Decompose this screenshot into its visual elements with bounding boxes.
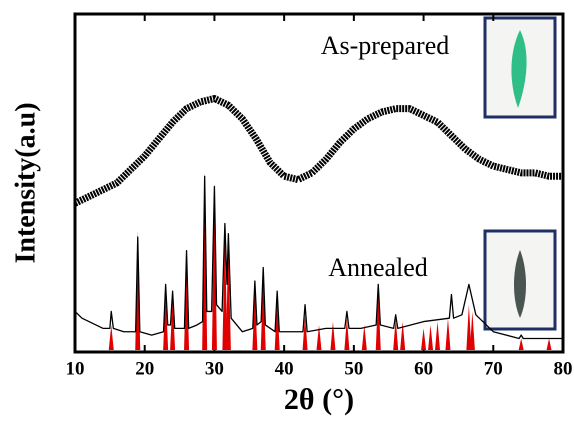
reference-peak: [393, 318, 399, 350]
x-tick-label: 70: [484, 358, 503, 379]
reference-peak: [361, 324, 367, 350]
reference-peak: [260, 277, 266, 350]
reference-peak: [274, 301, 280, 350]
reference-peak: [375, 291, 381, 350]
inset-photo: [483, 229, 557, 331]
reference-peak: [108, 324, 114, 350]
x-tick-label: 60: [414, 358, 433, 379]
reference-peak: [211, 189, 217, 350]
x-tick-label: 30: [205, 358, 224, 379]
reference-peak: [316, 324, 322, 350]
reference-peak: [330, 321, 336, 350]
line-series: [74, 175, 563, 340]
reference-peak: [466, 304, 472, 350]
reference-peak: [344, 318, 350, 350]
series-label: As-prepared: [321, 31, 450, 60]
reference-peak: [546, 338, 552, 350]
inset-photo: [483, 16, 557, 119]
reference-peak: [302, 314, 308, 350]
reference-peak: [445, 318, 451, 350]
line-series: [73, 95, 563, 207]
x-tick-label: 10: [66, 358, 85, 379]
series-label: Annealed: [328, 253, 428, 282]
reference-peak: [225, 240, 231, 350]
reference-peak: [421, 328, 427, 350]
reference-peak: [252, 291, 258, 350]
reference-peak: [170, 297, 176, 350]
plot-frame: [73, 12, 565, 354]
reference-peak: [184, 257, 190, 350]
x-tick-label: 20: [135, 358, 154, 379]
x-tick-label: 50: [344, 358, 363, 379]
reference-peak: [428, 324, 434, 350]
reference-peak: [518, 338, 524, 350]
reference-peak: [400, 321, 406, 350]
y-axis-label: Intensity(a.u): [10, 102, 41, 263]
reference-peak: [435, 321, 441, 350]
x-tick-label: 80: [554, 358, 573, 379]
reference-peak: [163, 291, 169, 350]
reference-peak: [222, 230, 228, 350]
reference-peak: [469, 311, 475, 350]
x-axis-label: 2θ (°): [284, 383, 354, 416]
x-tick-label: 40: [275, 358, 294, 379]
